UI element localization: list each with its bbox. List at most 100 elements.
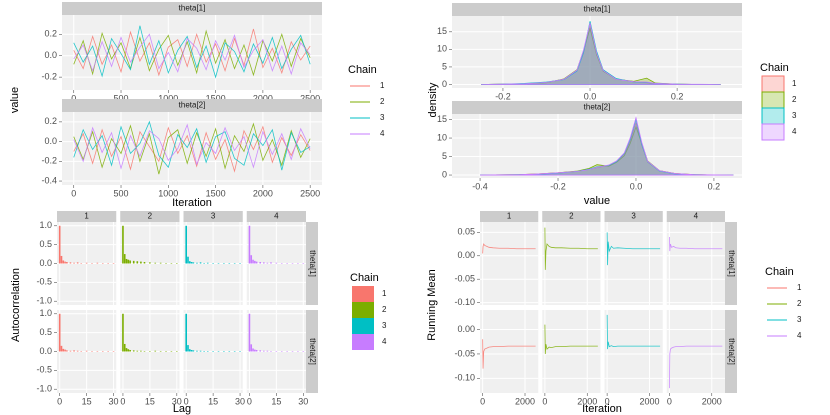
x-tick-label: 2000 xyxy=(702,396,722,406)
acf-bar xyxy=(69,350,72,352)
acf-bar xyxy=(190,349,193,352)
acf-bar xyxy=(217,263,220,264)
acf-bar xyxy=(286,351,288,352)
acf-bar xyxy=(159,351,162,352)
acf-bar xyxy=(69,262,72,264)
acf-bar xyxy=(125,348,128,352)
acf-bar xyxy=(188,349,191,352)
facet-label: theta[1] xyxy=(308,250,317,277)
acf-bar xyxy=(122,313,124,352)
panel-background xyxy=(480,222,539,305)
acf-bar xyxy=(129,260,131,264)
series-line xyxy=(606,314,661,350)
y-tick-label: 0 xyxy=(442,79,447,89)
x-tick-label: 2000 xyxy=(577,396,597,406)
x-tick-label: 0 xyxy=(57,396,62,406)
acf-bar xyxy=(107,351,109,352)
y-tick-label: -1.0 xyxy=(36,384,52,394)
legend-label: 1 xyxy=(792,79,797,88)
acf-bar xyxy=(112,351,115,352)
x-tick-label: 0.2 xyxy=(671,91,684,101)
acf-bar xyxy=(248,225,251,264)
facet-label: theta[2] xyxy=(179,101,206,110)
legend-swatch xyxy=(761,91,785,109)
facet-strip xyxy=(452,3,742,16)
acf-bar xyxy=(96,262,99,264)
x-tick-label: -0.2 xyxy=(550,181,566,191)
x-tick-label: 0.0 xyxy=(630,181,643,191)
y-tick-label: 10 xyxy=(437,44,447,54)
legend-swatch xyxy=(761,107,785,125)
facet-label: theta[1] xyxy=(584,5,611,14)
y-tick-label: 0.2 xyxy=(44,116,57,126)
y-axis-title: Autocorrelation xyxy=(10,268,22,342)
acf-bar xyxy=(140,261,142,264)
acf-bar xyxy=(302,351,305,352)
facet-strip xyxy=(306,310,318,393)
x-tick-label: 30 xyxy=(109,396,119,406)
acf-bar xyxy=(187,345,189,352)
x-tick-label: 15 xyxy=(145,396,155,406)
facet-strip xyxy=(62,2,322,15)
acf-bar xyxy=(280,263,283,264)
legend-title: Chain xyxy=(348,64,377,76)
x-tick-label: 0 xyxy=(667,396,672,406)
acf-bar xyxy=(85,262,88,264)
acf-bar xyxy=(192,262,195,264)
legend-label: 4 xyxy=(792,127,797,136)
acf-bar xyxy=(136,261,139,264)
acf-bar xyxy=(259,350,262,352)
x-tick-label: 500 xyxy=(114,188,129,198)
y-tick-label: 1.0 xyxy=(39,220,52,230)
facet-strip xyxy=(246,211,306,222)
series-line xyxy=(73,125,311,173)
density-area xyxy=(480,116,734,176)
y-tick-label: -0.05 xyxy=(454,348,475,358)
acf-bar xyxy=(125,258,128,264)
y-axis-title: value xyxy=(9,87,21,113)
y-tick-label: 0.5 xyxy=(39,239,52,249)
x-tick-label: 0.0 xyxy=(584,91,597,101)
y-axis-title: density xyxy=(427,82,439,117)
acf-bar xyxy=(239,351,241,352)
legend-swatch xyxy=(761,123,785,141)
density-area xyxy=(481,22,721,85)
y-tick-label: -0.5 xyxy=(36,277,52,287)
y-tick-label: 0.05 xyxy=(457,227,475,237)
acf-bar xyxy=(64,261,66,264)
series-line xyxy=(482,243,536,254)
legend-label: 2 xyxy=(382,305,387,314)
x-tick-label: 2500 xyxy=(300,93,320,103)
acf-bar xyxy=(263,350,265,352)
acf-bar xyxy=(270,351,272,352)
acf-bar xyxy=(254,349,256,352)
acf-bar xyxy=(154,350,157,352)
series-line xyxy=(669,236,723,252)
facet-label: theta[1] xyxy=(727,250,736,277)
acf-bar xyxy=(252,259,254,264)
panel-background xyxy=(604,310,663,393)
y-tick-label: 0.00 xyxy=(457,250,475,260)
x-tick-label: 500 xyxy=(114,93,129,103)
acf-bar xyxy=(123,343,126,352)
acf-bar xyxy=(64,349,66,352)
acf-bar xyxy=(185,313,187,352)
legend-label: 1 xyxy=(797,283,802,292)
acf-bar xyxy=(254,260,256,264)
x-tick-label: -0.4 xyxy=(472,181,488,191)
x-tick-label: 0 xyxy=(71,188,76,198)
legend-label: 2 xyxy=(797,299,802,308)
legend-title: Chain xyxy=(765,266,794,278)
x-tick-label: 1500 xyxy=(206,93,226,103)
acf-bar xyxy=(196,262,198,264)
x-tick-label: 1000 xyxy=(158,93,178,103)
x-tick-label: 0 xyxy=(542,396,547,406)
legend-label: 4 xyxy=(380,129,385,138)
acf-bar xyxy=(270,262,272,264)
acf-bar xyxy=(123,254,126,264)
acf-bar xyxy=(149,351,151,352)
facet-label: theta[1] xyxy=(179,4,206,13)
legend-label: 2 xyxy=(792,95,797,104)
facet-strip xyxy=(120,211,180,222)
acf-bar xyxy=(291,351,294,352)
